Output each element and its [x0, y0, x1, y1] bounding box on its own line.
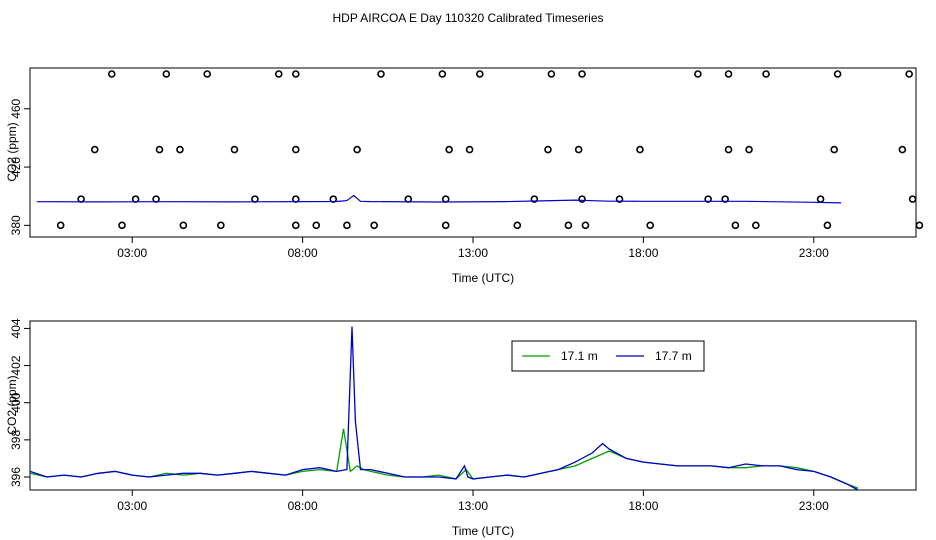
- calibration-point-51: [291, 70, 300, 78]
- calibration-point-52: [377, 70, 385, 78]
- calibration-point-32: [90, 145, 99, 154]
- calibration-point-49: [203, 70, 211, 78]
- bottom-x-tick-label-3: 18:00: [628, 499, 658, 513]
- calibration-point-22: [329, 195, 338, 203]
- top-x-tick-label-0: 03:00: [117, 246, 147, 260]
- top-x-tick-label-3: 18:00: [628, 246, 658, 260]
- calibration-point-55: [547, 70, 556, 78]
- bottom-marks: [29, 326, 859, 491]
- calibration-point-48: [162, 70, 171, 78]
- bottom-series-line-1: [29, 326, 859, 491]
- calibration-point-45: [830, 145, 839, 154]
- legend: 17.1 m 17.7 m: [511, 340, 705, 372]
- top-y-tick-label-0: 380: [9, 215, 23, 235]
- calibration-point-17: [77, 195, 85, 203]
- calibration-point-53: [438, 70, 447, 78]
- top-marks: [36, 70, 924, 230]
- top-axes: 03:00 08:00 13:00 18:00 23:00 380 420 460: [9, 98, 829, 260]
- calibration-point-12: [646, 221, 655, 230]
- calibration-point-30: [816, 195, 825, 203]
- top-x-tick-label-1: 08:00: [288, 246, 318, 260]
- calibration-point-33: [155, 145, 164, 154]
- calibration-point-44: [745, 145, 753, 154]
- calibration-point-7: [370, 221, 378, 230]
- calibration-point-46: [898, 145, 907, 154]
- calibration-point-47: [107, 70, 116, 78]
- calibration-point-59: [762, 70, 770, 78]
- calibration-point-40: [544, 145, 552, 154]
- calibration-point-11: [581, 221, 590, 230]
- top-y-tick-label-1: 420: [9, 157, 23, 177]
- calibration-point-36: [291, 145, 300, 154]
- calibration-point-43: [724, 145, 733, 154]
- bottom-y-tick-label-0: 396: [9, 467, 23, 487]
- calibration-point-50: [274, 70, 283, 78]
- bottom-plot-frame: [29, 320, 917, 491]
- calibration-point-0: [56, 221, 65, 230]
- calibration-point-25: [530, 195, 539, 203]
- calibration-point-57: [694, 70, 702, 78]
- calibration-point-14: [752, 221, 760, 230]
- top-x-tick-label-4: 23:00: [799, 246, 829, 260]
- calibration-point-31: [908, 195, 917, 203]
- calibration-point-41: [574, 145, 583, 154]
- bottom-y-axis-label: CO2 (ppm): [5, 375, 19, 434]
- calibration-point-37: [353, 145, 361, 154]
- bottom-y-tick-label-2: 400: [9, 392, 23, 412]
- bottom-y-tick-label-1: 398: [9, 430, 23, 450]
- bottom-series-line-0: [29, 428, 859, 489]
- top-y-axis-label: CO2 (ppm): [5, 122, 19, 181]
- calibration-point-3: [217, 221, 225, 230]
- top-series-line: [36, 194, 842, 204]
- calibration-point-42: [636, 145, 644, 154]
- bottom-x-tick-label-1: 08:00: [288, 499, 318, 513]
- calibration-point-13: [731, 221, 740, 230]
- figure-title: HDP AIRCOA E Day 110320 Calibrated Times…: [332, 11, 603, 25]
- calibration-point-56: [578, 70, 586, 78]
- bottom-x-tick-label-4: 23:00: [799, 499, 829, 513]
- calibration-point-5: [312, 221, 321, 230]
- legend-label-17-7: 17.7 m: [655, 349, 692, 363]
- calibration-point-35: [230, 145, 239, 154]
- calibration-point-34: [176, 145, 184, 154]
- calibration-point-27: [615, 195, 624, 203]
- calibration-point-10: [564, 221, 573, 230]
- top-x-axis-label: Time (UTC): [452, 271, 514, 285]
- calibration-point-58: [724, 70, 733, 78]
- calibration-point-16: [915, 221, 924, 230]
- bottom-x-tick-label-2: 13:00: [458, 499, 488, 513]
- bottom-y-tick-label-3: 402: [9, 355, 23, 375]
- calibration-point-38: [445, 145, 453, 154]
- calibration-point-6: [343, 221, 351, 230]
- bottom-x-axis-label: Time (UTC): [452, 524, 514, 538]
- top-x-tick-label-2: 13:00: [458, 246, 488, 260]
- calibration-point-15: [823, 221, 832, 230]
- calibration-point-24: [441, 195, 450, 203]
- calibration-point-26: [578, 195, 586, 203]
- legend-label-17-1: 17.1 m: [561, 349, 598, 363]
- top-plot-frame: [29, 67, 917, 238]
- calibration-point-8: [441, 221, 450, 230]
- top-y-tick-label-2: 460: [9, 98, 23, 118]
- calibration-point-39: [465, 145, 474, 154]
- calibration-point-54: [476, 70, 484, 78]
- calibration-point-28: [704, 195, 712, 203]
- bottom-x-tick-label-0: 03:00: [117, 499, 147, 513]
- calibration-point-1: [118, 221, 126, 230]
- calibration-point-9: [513, 221, 522, 230]
- bottom-axes: 03:00 08:00 13:00 18:00 23:00 396 398 400 402 404: [9, 318, 829, 513]
- calibration-point-2: [179, 221, 188, 230]
- calibration-point-29: [721, 195, 729, 203]
- calibration-point-61: [905, 70, 913, 78]
- bottom-y-tick-label-4: 404: [9, 318, 23, 338]
- calibration-point-4: [291, 221, 300, 230]
- calibration-point-60: [833, 70, 842, 78]
